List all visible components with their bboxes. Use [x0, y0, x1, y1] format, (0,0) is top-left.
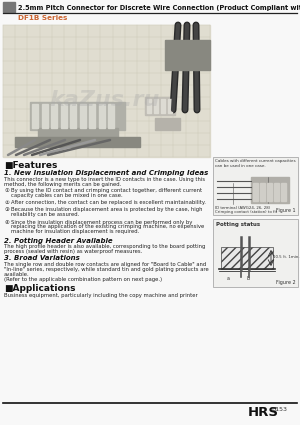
Text: method, the following merits can be gained.: method, the following merits can be gain…	[4, 182, 121, 187]
Text: After connection, the contact can be replaced is excellent maintainability.: After connection, the contact can be rep…	[11, 200, 206, 205]
Text: Potting status: Potting status	[216, 222, 260, 227]
Bar	[30, 102, 125, 130]
Text: reliability can be assured.: reliability can be assured.	[11, 212, 79, 217]
Text: process (sealed with resin) as waterproof measures.: process (sealed with resin) as waterproo…	[4, 249, 142, 255]
Text: ②: ②	[5, 200, 10, 205]
Text: Cables with different current capacities: Cables with different current capacities	[215, 159, 296, 163]
Text: "In-line" series, respectively, while standard tin and gold plating products are: "In-line" series, respectively, while st…	[4, 267, 209, 272]
Bar	[89, 104, 95, 128]
Text: The high profile header is also available, corresponding to the board potting: The high profile header is also availabl…	[4, 244, 206, 249]
Text: can be used in one case.: can be used in one case.	[215, 164, 266, 168]
Text: Figure 1: Figure 1	[276, 208, 296, 213]
Text: ③: ③	[5, 207, 10, 212]
Text: This connector is a new type to insert the ID contacts in the case. Using this: This connector is a new type to insert t…	[4, 177, 205, 182]
Text: 3. Broad Variations: 3. Broad Variations	[4, 255, 80, 261]
Text: ■Features: ■Features	[4, 161, 57, 170]
Text: ID terminal (AWG24, 26, 28): ID terminal (AWG24, 26, 28)	[215, 206, 270, 210]
Bar	[108, 104, 114, 128]
Bar	[147, 99, 151, 113]
Text: ④: ④	[5, 219, 10, 224]
Text: b: b	[246, 276, 250, 281]
Bar	[38, 128, 118, 140]
Text: Because the insulation displacement area is protected by the case, high: Because the insulation displacement area…	[11, 207, 202, 212]
Text: Crimping contact (station) to fit: Crimping contact (station) to fit	[215, 210, 277, 214]
Text: By using the ID contact and crimping contact together, different current: By using the ID contact and crimping con…	[11, 188, 202, 193]
Bar	[221, 247, 273, 269]
Bar	[155, 118, 180, 130]
Bar	[51, 104, 57, 128]
Text: 1. New Insulation Displacement and Crimping Ideas: 1. New Insulation Displacement and Crimp…	[4, 170, 208, 176]
Text: replacing the application of the existing crimping machine, no expensive: replacing the application of the existin…	[11, 224, 204, 230]
Bar	[3, 2, 15, 12]
Text: ■Applications: ■Applications	[4, 284, 76, 293]
Bar	[260, 183, 265, 201]
Bar	[145, 97, 175, 115]
Text: Since the insulation displacement process can be performed only by: Since the insulation displacement proces…	[11, 219, 192, 224]
Text: 2.5mm Pitch Connector for Discrete Wire Connection (Product Compliant with UL/CS: 2.5mm Pitch Connector for Discrete Wire …	[18, 5, 300, 11]
Text: machine for insulation displacement is required.: machine for insulation displacement is r…	[11, 229, 139, 234]
Bar	[154, 99, 158, 113]
Bar	[267, 183, 272, 201]
Text: 10.5 (t. 1min.: 10.5 (t. 1min.	[273, 255, 300, 259]
Text: ①: ①	[5, 188, 10, 193]
Bar	[80, 104, 85, 128]
Text: 2. Potting Header Available: 2. Potting Header Available	[4, 238, 112, 244]
Bar	[41, 104, 47, 128]
Bar	[168, 99, 172, 113]
Text: The single row and double row contacts are aligned for "Board to Cable" and: The single row and double row contacts a…	[4, 262, 206, 267]
Text: available.: available.	[4, 272, 30, 278]
Bar	[281, 183, 286, 201]
Text: Business equipment, particularly including the copy machine and printer: Business equipment, particularly includi…	[4, 293, 198, 298]
Bar	[161, 99, 165, 113]
Text: capacity cables can be mixed in one case.: capacity cables can be mixed in one case…	[11, 193, 123, 198]
Bar	[15, 137, 140, 147]
Text: DF1B Series: DF1B Series	[18, 15, 68, 21]
Bar	[213, 219, 298, 287]
Bar	[61, 104, 67, 128]
Text: Figure 2: Figure 2	[276, 280, 296, 285]
Text: (Refer to the applicable combination pattern on next page.): (Refer to the applicable combination pat…	[4, 278, 162, 282]
Text: HRS: HRS	[248, 406, 279, 419]
Text: a: a	[226, 276, 230, 281]
Bar	[32, 104, 38, 128]
Text: kaZus.ru: kaZus.ru	[50, 90, 160, 110]
Bar	[251, 177, 289, 203]
Bar	[253, 183, 258, 201]
Bar	[3, 25, 210, 157]
Bar	[98, 104, 104, 128]
Bar	[274, 183, 279, 201]
Bar	[213, 157, 298, 215]
Bar	[70, 104, 76, 128]
Text: B153: B153	[271, 407, 287, 412]
Bar	[165, 40, 210, 70]
